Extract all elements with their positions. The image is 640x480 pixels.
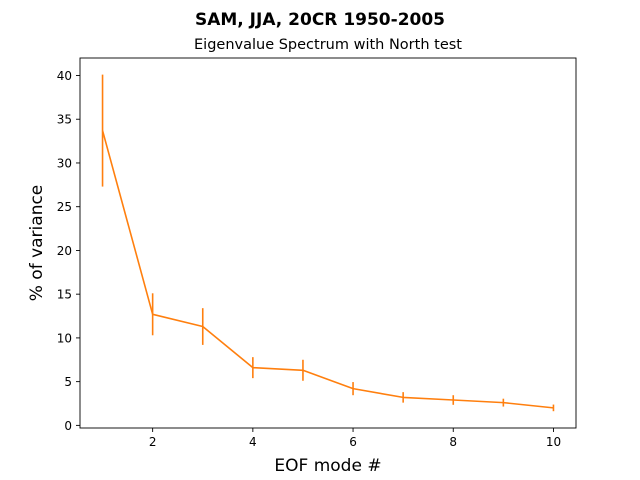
x-tick-label: 6 [349,435,357,449]
y-tick-label: 20 [57,244,72,258]
y-tick-label: 35 [57,113,72,127]
x-tick-label: 2 [149,435,157,449]
y-tick-label: 15 [57,288,72,302]
series-line [101,130,554,409]
y-axis: 0 5 10 15 20 25 30 35 40 [57,69,80,433]
y-tick-label: 30 [57,156,72,170]
figure-suptitle: SAM, JJA, 20CR 1950-2005 [195,10,445,30]
y-tick-label: 25 [57,200,72,214]
x-axis-label: EOF mode # [274,456,381,476]
y-tick-label: 5 [64,375,72,389]
y-tick-label: 0 [64,419,72,433]
series-layer [101,74,555,412]
chart-title: Eigenvalue Spectrum with North test [194,37,462,53]
x-tick-label: 8 [449,435,457,449]
x-axis: 2 4 6 8 10 [149,428,561,449]
plot-area [79,57,577,429]
x-tick-label: 4 [249,435,257,449]
y-tick-label: 10 [57,331,72,345]
y-tick-label: 40 [57,69,72,83]
y-axis-label: % of variance [27,185,47,302]
x-tick-label: 10 [546,435,561,449]
